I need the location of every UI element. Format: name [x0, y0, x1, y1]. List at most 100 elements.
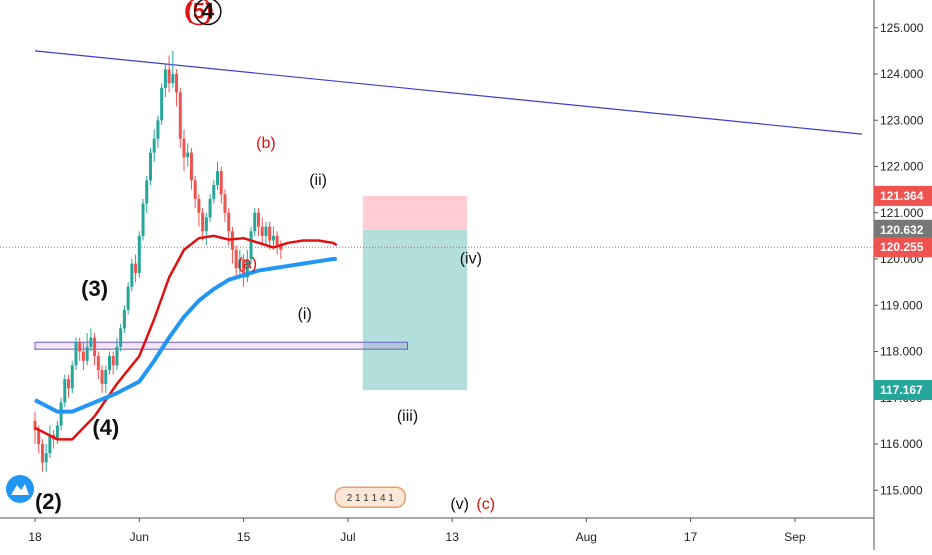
candle-body — [137, 235, 141, 273]
plot-area: (3) (4) (2) (a) (b) (i) (ii) (iii) (iv) (v) (c) (5)… — [0, 0, 874, 514]
position-stop-zone — [362, 195, 468, 230]
wave-label: (3) — [81, 276, 108, 301]
candle-body — [234, 249, 238, 269]
candle-body — [85, 346, 89, 361]
candle-body — [104, 370, 108, 384]
candle-body — [178, 92, 182, 139]
candle-body — [122, 309, 126, 329]
candle-body — [216, 171, 220, 185]
candle-body — [78, 342, 82, 352]
candle-body — [108, 356, 111, 370]
event-badge-bg — [334, 486, 406, 508]
candle-body — [81, 351, 85, 361]
candle-body — [279, 245, 283, 250]
candle-body — [227, 212, 231, 232]
candle-body — [148, 152, 152, 181]
support-zone — [34, 341, 408, 350]
candle-body — [245, 259, 249, 278]
y-axis-area — [874, 0, 932, 550]
candle-body — [156, 120, 160, 139]
x-tick-label: 13 — [446, 530, 460, 544]
y-tick-label: 121.000 — [880, 206, 924, 220]
x-tick-label: 15 — [237, 530, 251, 544]
y-tick-label: 122.000 — [880, 160, 924, 174]
candle-body — [59, 402, 63, 426]
candle-body — [167, 69, 171, 84]
price-tag-label: 121.364 — [880, 189, 924, 203]
wave-label: (2) — [35, 489, 62, 514]
candle-body — [152, 138, 156, 153]
candle-body — [160, 87, 164, 121]
price-tag-label: 117.167 — [880, 383, 923, 397]
x-tick-label: Sep — [784, 530, 806, 544]
candle-body — [223, 194, 227, 213]
candle-body — [189, 152, 193, 181]
candle-body — [93, 337, 97, 357]
y-tick-label: 124.000 — [880, 67, 924, 81]
peak-circle — [185, 0, 213, 26]
candle-body — [260, 226, 264, 236]
candle-body — [193, 180, 197, 199]
wave-label: (c) — [476, 496, 495, 513]
price-tag-label: 120.255 — [880, 240, 924, 254]
candle-body — [44, 453, 48, 463]
candle-body — [141, 203, 145, 236]
x-tick-label: Jun — [130, 530, 149, 544]
price-tag-bg — [874, 219, 932, 240]
y-tick-label: 123.000 — [880, 113, 924, 127]
candle-body — [238, 259, 242, 269]
candle-body — [48, 434, 52, 454]
candle-body — [275, 235, 279, 246]
y-tick-label: 125.000 — [880, 21, 924, 35]
peak-circle — [194, 0, 222, 26]
y-tick-label: 115.000 — [880, 483, 923, 497]
x-tick-label: Jul — [340, 530, 355, 544]
candle-body — [126, 286, 130, 310]
candle-body — [253, 212, 257, 232]
candle-body — [212, 185, 216, 199]
candle-body — [145, 180, 149, 204]
peak-label: (5) — [185, 0, 212, 24]
candle-body — [264, 226, 268, 236]
x-tick-label: 18 — [28, 530, 42, 544]
moving-average-red — [34, 234, 338, 441]
wave-label: (v) — [450, 496, 469, 513]
candle-body — [171, 74, 175, 84]
candle-body — [197, 198, 201, 213]
moving-average-blue — [34, 257, 337, 414]
candle-body — [249, 231, 253, 259]
wave-label: (iii) — [397, 408, 418, 425]
wave-label: (iv) — [460, 251, 482, 268]
event-badge-text: 2 1 1 1 4 1 — [347, 493, 395, 504]
y-tick-label: 119.000 — [880, 298, 923, 312]
candle-body — [268, 226, 272, 241]
wave-label: (a) — [238, 255, 258, 272]
candle-body — [89, 337, 93, 347]
candle-body — [67, 379, 71, 389]
candle-body — [134, 263, 138, 273]
x-tick-label: 17 — [684, 530, 698, 544]
candle-body — [40, 444, 44, 463]
candle-body — [130, 263, 134, 287]
candle-body — [111, 356, 115, 366]
candle-body — [219, 171, 223, 195]
wave-label: (4) — [92, 415, 119, 440]
candle-body — [186, 152, 190, 158]
candle-body — [37, 430, 41, 444]
y-tick-label: 116.000 — [880, 437, 923, 451]
candle-body — [63, 379, 67, 403]
candle-body — [33, 420, 37, 431]
candle-body — [204, 217, 208, 232]
candle-body — [208, 198, 212, 218]
candle-body — [55, 425, 59, 440]
candle-body — [119, 328, 123, 347]
candle-body — [242, 259, 246, 278]
candle-body — [115, 346, 119, 366]
price-tag-label: 120.632 — [880, 223, 924, 237]
candle-body — [175, 74, 179, 93]
candle-body — [70, 365, 74, 389]
candle-body — [74, 342, 78, 366]
y-tick-label: 118.000 — [880, 345, 923, 359]
